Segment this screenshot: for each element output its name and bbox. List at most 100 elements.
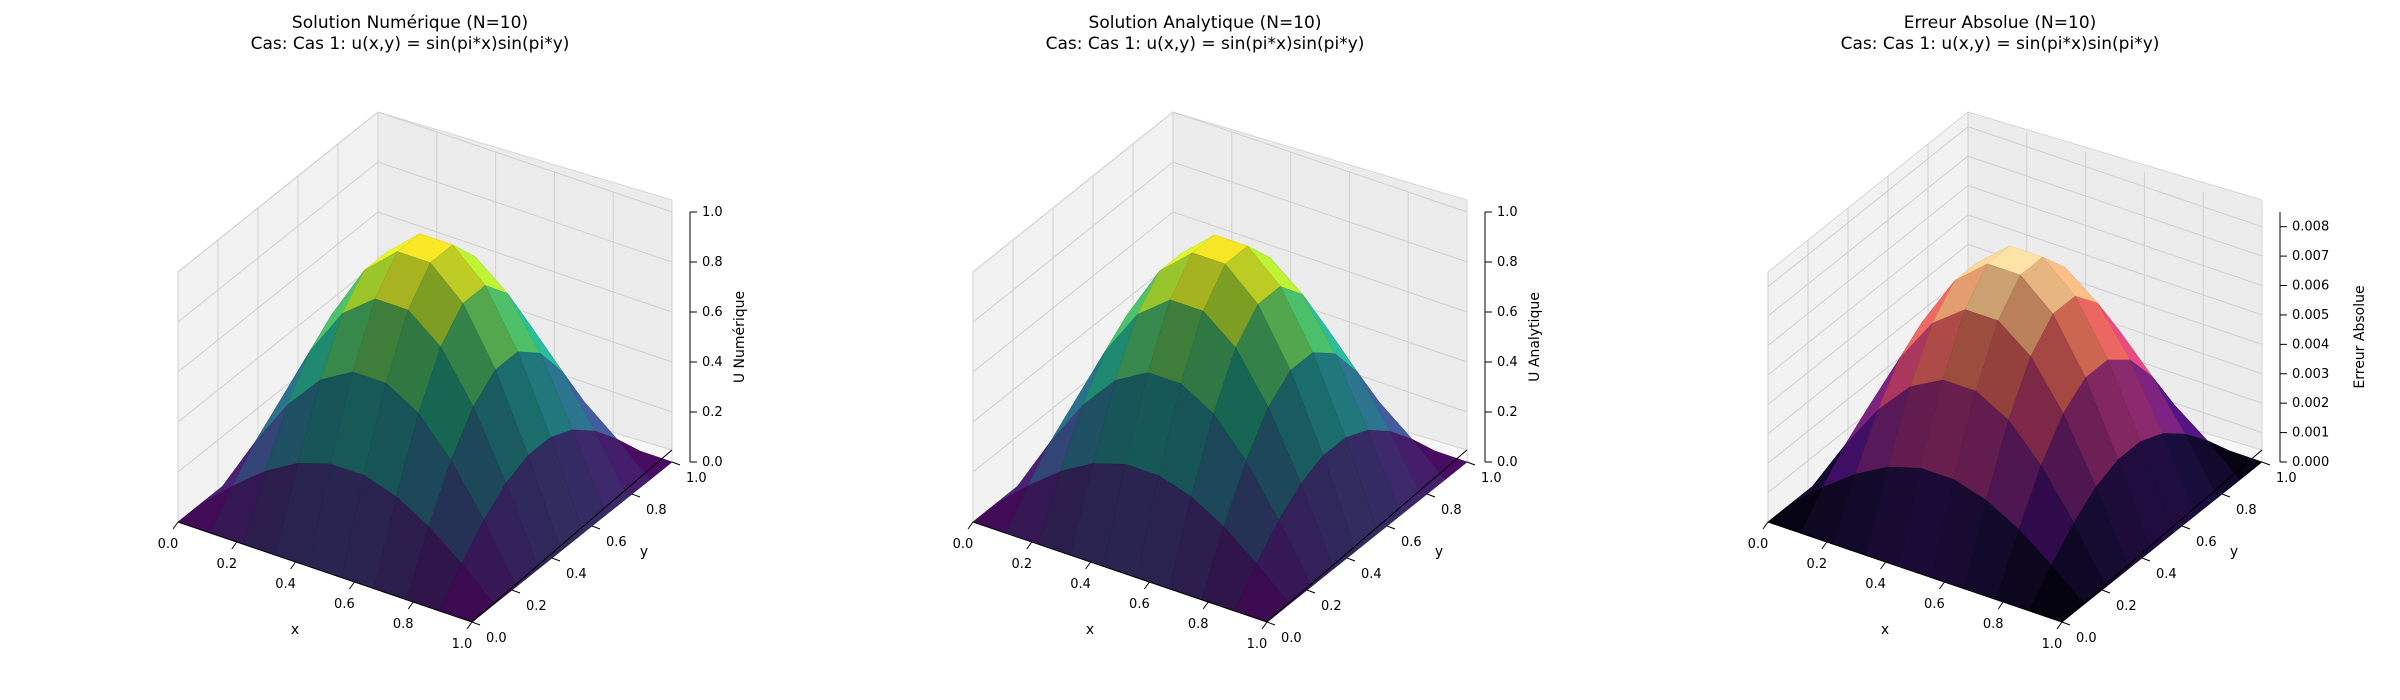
y-tick-label: 1.0 [1481, 471, 1502, 486]
surface [1767, 245, 2263, 623]
x-tick-label: 0.2 [1806, 557, 1827, 572]
x-tick-label: 1.0 [1247, 637, 1268, 652]
panel-subtitle: Cas: Cas 1: u(x,y) = sin(pi*x)sin(pi*y) [251, 34, 570, 54]
y-tick [1466, 461, 1476, 466]
x-tick [172, 521, 179, 530]
y-tick-label: 0.8 [2236, 503, 2257, 518]
y-tick-label: 0.0 [486, 631, 507, 646]
x-tick-label: 0.4 [1865, 577, 1886, 592]
y-tick-label: 0.0 [2076, 631, 2097, 646]
y-axis-line [1266, 449, 1468, 623]
z-axis: 0.0 0.2 0.4 0.6 0.8 1.0 U Numérique [689, 205, 748, 470]
z-tick-label: 0.2 [702, 405, 723, 420]
x-tick-label: 0.8 [1188, 617, 1209, 632]
y-tick [1266, 621, 1276, 626]
z-tick-label: 0.0 [702, 455, 723, 470]
x-tick [1880, 561, 1887, 570]
y-tick-label: 0.6 [1401, 535, 1422, 550]
grid-line-z [1767, 184, 2263, 346]
y-axis-line [471, 449, 673, 623]
y-tick [511, 589, 521, 594]
x-axis: 0.0 0.2 0.4 0.6 0.8 1.0 x [953, 521, 1268, 652]
x-axis-line [1767, 521, 2063, 623]
panel-title: Erreur Absolue (N=10) [1904, 13, 2097, 33]
x-tick-label: 0.6 [1129, 597, 1150, 612]
panel-subtitle: Cas: Cas 1: u(x,y) = sin(pi*x)sin(pi*y) [1046, 34, 1365, 54]
x-tick-label: 0.4 [1070, 577, 1091, 592]
grid-line-z [1767, 243, 2263, 405]
y-tick-label: 0.6 [606, 535, 627, 550]
x-tick [1026, 541, 1033, 550]
z-tick-label: 0.006 [2292, 279, 2329, 294]
x-tick-label: 0.8 [393, 617, 414, 632]
y-tick [2261, 461, 2271, 466]
x-tick [231, 541, 238, 550]
x-tick-label: 0.8 [1983, 617, 2004, 632]
y-tick-label: 0.4 [2156, 567, 2177, 582]
x-tick [407, 601, 414, 610]
y-axis: 0.0 0.2 0.4 0.6 0.8 1.0 y [1266, 449, 1502, 646]
x-tick-label: 1.0 [2042, 637, 2063, 652]
y-tick [1426, 493, 1436, 498]
y-tick [2061, 621, 2071, 626]
x-tick-label: 0.4 [275, 577, 296, 592]
x-tick [1997, 601, 2004, 610]
grid-line-z [972, 111, 1468, 273]
y-tick [471, 621, 481, 626]
y-tick [2101, 589, 2111, 594]
x-tick [1202, 601, 1209, 610]
grid-line-z [177, 211, 673, 373]
x-tick-label: 0.0 [953, 537, 974, 552]
x-tick-label: 0.2 [1011, 557, 1032, 572]
z-tick-label: 1.0 [702, 205, 723, 220]
z-axis-label: U Analytique [1527, 292, 1543, 382]
x-axis: 0.0 0.2 0.4 0.6 0.8 1.0 x [1748, 521, 2063, 652]
panel-subtitle: Cas: Cas 1: u(x,y) = sin(pi*x)sin(pi*y) [1841, 34, 2160, 54]
y-tick [1386, 525, 1396, 530]
grid-line-z [177, 111, 673, 273]
y-tick-label: 1.0 [2276, 471, 2297, 486]
x-axis-line [177, 521, 473, 623]
x-tick [1762, 521, 1769, 530]
x-tick-label: 0.0 [158, 537, 179, 552]
x-tick [1821, 541, 1828, 550]
z-tick-label: 0.007 [2292, 249, 2329, 264]
z-axis: 0.0 0.2 0.4 0.6 0.8 1.0 U Analytique [1484, 205, 1543, 470]
z-tick-label: 0.2 [1497, 405, 1518, 420]
z-tick-label: 0.6 [1497, 305, 1518, 320]
y-axis-line [2061, 449, 2263, 623]
x-axis: 0.0 0.2 0.4 0.6 0.8 1.0 x [158, 521, 473, 652]
panel-absolute-error: Erreur Absolue (N=10) Cas: Cas 1: u(x,y)… [1748, 13, 2368, 652]
z-axis: 0.000 0.001 0.002 0.003 0.004 0.005 0.006 0.007… [2279, 212, 2368, 470]
z-tick-label: 0.8 [702, 255, 723, 270]
x-tick-label: 0.6 [334, 597, 355, 612]
grid-line-z [1767, 214, 2263, 376]
y-tick-label: 0.6 [2196, 535, 2217, 550]
y-tick [2181, 525, 2191, 530]
y-tick-label: 0.2 [1321, 599, 1342, 614]
x-tick [1143, 581, 1150, 590]
z-tick-label: 0.001 [2292, 426, 2329, 441]
y-tick-label: 0.4 [1361, 567, 1382, 582]
z-tick-label: 0.002 [2292, 396, 2329, 411]
z-tick-label: 0.6 [702, 305, 723, 320]
x-axis-line [972, 521, 1268, 623]
x-tick [1261, 621, 1268, 630]
x-tick-label: 1.0 [452, 637, 473, 652]
y-axis: 0.0 0.2 0.4 0.6 0.8 1.0 y [471, 449, 707, 646]
z-tick-label: 0.008 [2292, 220, 2329, 235]
y-axis-label: y [2230, 544, 2238, 560]
x-tick [290, 561, 297, 570]
x-tick-label: 0.2 [216, 557, 237, 572]
y-tick [1306, 589, 1316, 594]
z-tick-label: 0.000 [2292, 455, 2329, 470]
y-tick-label: 0.2 [2116, 599, 2137, 614]
x-axis-label: x [1086, 622, 1094, 638]
surface [972, 234, 1468, 623]
y-tick [551, 557, 561, 562]
x-tick [2056, 621, 2063, 630]
y-tick [671, 461, 681, 466]
grid-line-z [1767, 126, 2263, 288]
z-tick-label: 0.4 [702, 355, 723, 370]
x-axis-label: x [1881, 622, 1889, 638]
